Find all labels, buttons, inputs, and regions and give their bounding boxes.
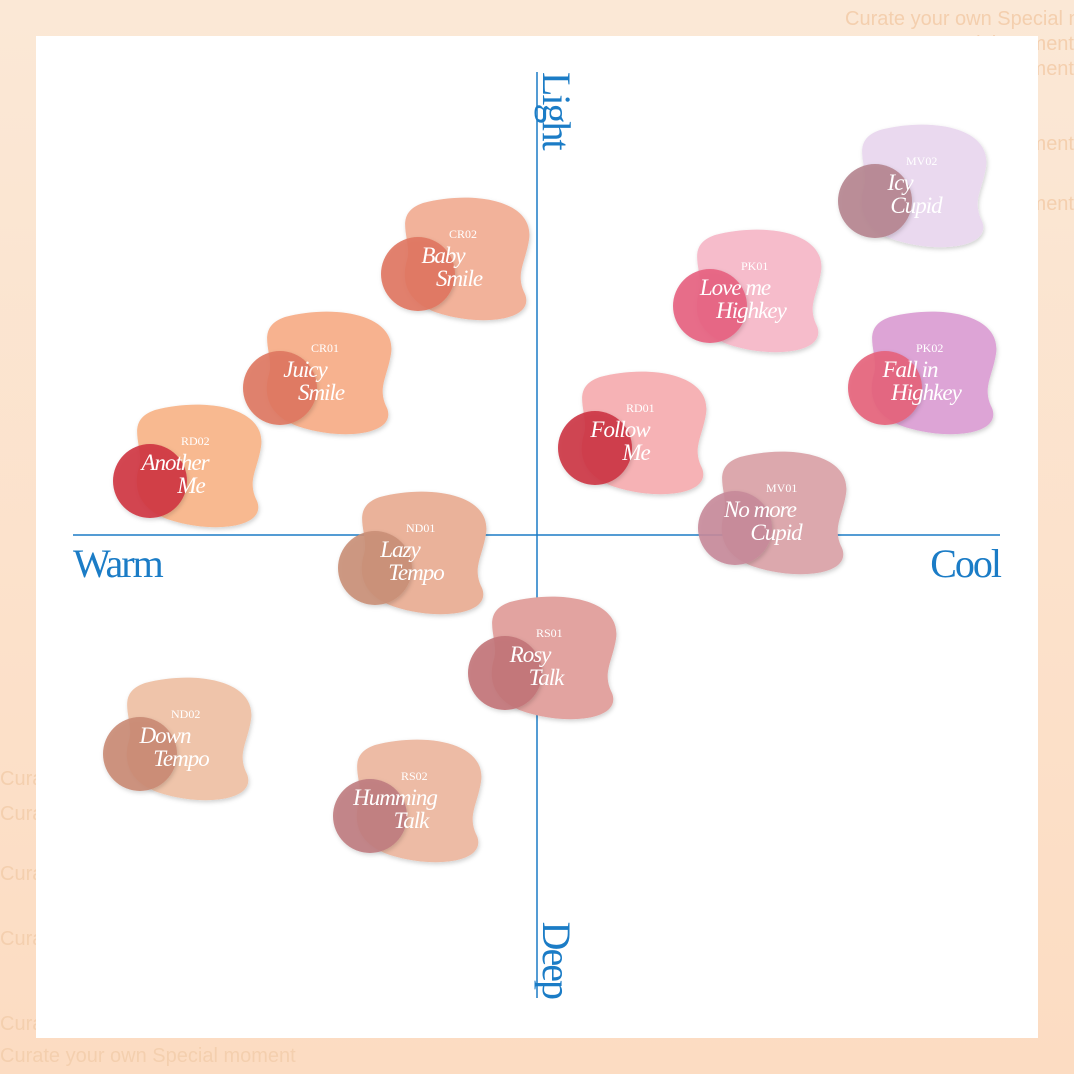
product-dot — [338, 531, 412, 605]
product-code: CR01 — [311, 341, 339, 355]
product-name: Another — [139, 450, 210, 475]
product-code: RS02 — [401, 769, 428, 783]
product-dot — [838, 164, 912, 238]
product-name: Juicy — [283, 357, 328, 382]
product-code: RD01 — [626, 401, 655, 415]
product-name: Follow — [589, 417, 651, 442]
product-name: Highkey — [890, 380, 962, 405]
watermark-text: Curate your own Special moment — [0, 1045, 296, 1067]
product-code: PK02 — [916, 341, 943, 355]
product-name: Lazy — [379, 537, 421, 562]
product-name: Smile — [298, 380, 345, 405]
product-dot — [103, 717, 177, 791]
axis-label-right: Cool — [930, 541, 1002, 586]
product-name: Humming — [352, 785, 437, 810]
product-name: Icy — [886, 170, 914, 195]
product-name: Cupid — [750, 520, 803, 545]
product-code: PK01 — [741, 259, 768, 273]
product-name: Tempo — [388, 560, 444, 585]
product-name: Rosy — [509, 642, 553, 667]
product-dot — [673, 269, 747, 343]
product-name: Love me — [699, 275, 771, 300]
product-name: Baby — [421, 243, 466, 268]
product-code: CR02 — [449, 227, 477, 241]
product-code: MV02 — [906, 154, 937, 168]
product-name: Me — [176, 473, 205, 498]
product-code: MV01 — [766, 481, 797, 495]
product-dot — [243, 351, 317, 425]
product-name: Talk — [394, 808, 431, 833]
product-dot — [558, 411, 632, 485]
product-name: Me — [621, 440, 650, 465]
watermark-text: Curate your own Special moment — [845, 8, 1074, 30]
axis-label-bottom: Deep — [534, 922, 579, 999]
product-dot — [333, 779, 407, 853]
items: CR02BabySmileCR01JuicySmileRD02AnotherMe… — [103, 124, 997, 863]
product-dot — [468, 636, 542, 710]
product-dot — [698, 491, 772, 565]
product-name: Highkey — [715, 298, 787, 323]
product-code: RS01 — [536, 626, 563, 640]
product-code: ND01 — [406, 521, 435, 535]
product-name: Fall in — [882, 357, 938, 382]
product-name: No more — [723, 497, 797, 522]
product-name: Talk — [529, 665, 566, 690]
product-dot — [848, 351, 922, 425]
product-name: Down — [139, 723, 191, 748]
axis-label-top: Light — [534, 72, 579, 151]
product-dot — [113, 444, 187, 518]
product-code: ND02 — [171, 707, 200, 721]
axis-label-left: Warm — [73, 541, 164, 586]
product-dot — [381, 237, 455, 311]
product-name: Smile — [436, 266, 483, 291]
product-code: RD02 — [181, 434, 210, 448]
product-name: Cupid — [890, 193, 943, 218]
product-name: Tempo — [153, 746, 209, 771]
